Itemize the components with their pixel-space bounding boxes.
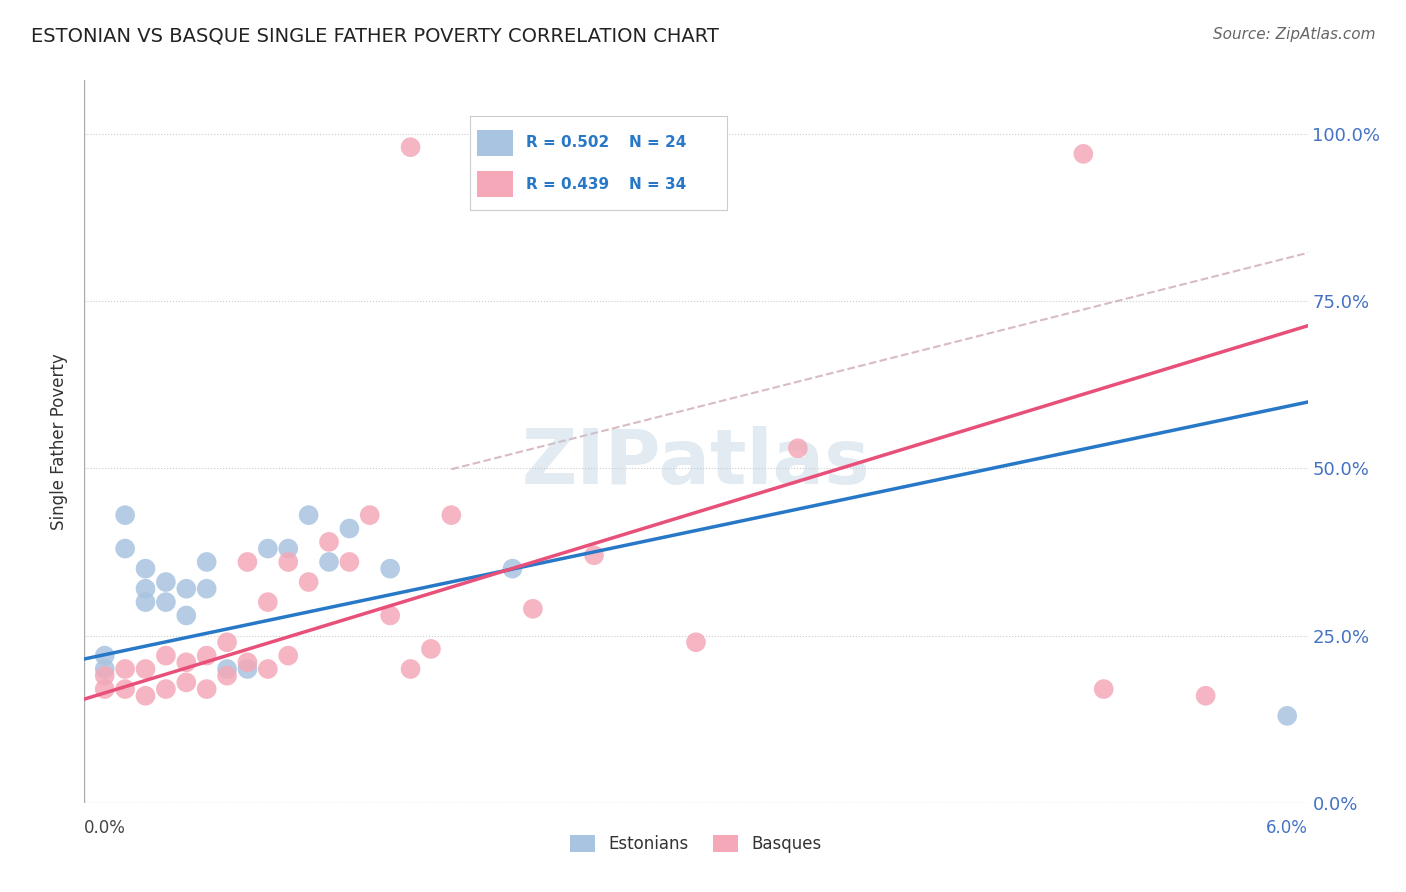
- Point: [135, 689, 157, 703]
- Point: [380, 608, 402, 623]
- Point: [440, 508, 463, 523]
- Point: [420, 642, 443, 657]
- Point: [93, 648, 117, 663]
- Point: [236, 662, 259, 676]
- Point: [114, 662, 136, 676]
- Y-axis label: Single Father Poverty: Single Father Poverty: [51, 353, 69, 530]
- Point: [135, 562, 157, 576]
- Point: [257, 541, 280, 556]
- Point: [318, 555, 340, 569]
- Point: [277, 648, 299, 663]
- Point: [502, 562, 524, 576]
- Point: [583, 548, 606, 563]
- Point: [1277, 708, 1299, 723]
- Point: [298, 508, 321, 523]
- Point: [176, 582, 198, 596]
- Point: [522, 140, 544, 154]
- Text: Source: ZipAtlas.com: Source: ZipAtlas.com: [1212, 27, 1375, 42]
- Point: [522, 602, 544, 616]
- Legend: Estonians, Basques: Estonians, Basques: [564, 828, 828, 860]
- Point: [399, 140, 422, 154]
- Point: [93, 662, 117, 676]
- Point: [217, 669, 239, 683]
- Point: [176, 608, 198, 623]
- Point: [277, 541, 299, 556]
- Text: 0.0%: 0.0%: [84, 820, 127, 838]
- Point: [114, 681, 136, 696]
- Point: [155, 575, 177, 590]
- Point: [1092, 681, 1115, 696]
- Point: [217, 635, 239, 649]
- Point: [339, 555, 361, 569]
- Point: [217, 662, 239, 676]
- Point: [359, 508, 381, 523]
- Point: [176, 655, 198, 669]
- Point: [399, 662, 422, 676]
- Text: 6.0%: 6.0%: [1265, 820, 1308, 838]
- Text: ESTONIAN VS BASQUE SINGLE FATHER POVERTY CORRELATION CHART: ESTONIAN VS BASQUE SINGLE FATHER POVERTY…: [31, 27, 718, 45]
- Point: [155, 595, 177, 609]
- Point: [195, 555, 218, 569]
- Point: [155, 681, 177, 696]
- Point: [135, 582, 157, 596]
- Point: [236, 555, 259, 569]
- Point: [195, 648, 218, 663]
- Point: [155, 648, 177, 663]
- Point: [257, 595, 280, 609]
- Point: [787, 442, 810, 455]
- Point: [1195, 689, 1218, 703]
- Point: [339, 521, 361, 535]
- Point: [176, 675, 198, 690]
- Point: [318, 534, 340, 549]
- Point: [380, 562, 402, 576]
- Point: [135, 595, 157, 609]
- Point: [236, 655, 259, 669]
- Point: [277, 555, 299, 569]
- Point: [298, 575, 321, 590]
- Point: [114, 508, 136, 523]
- Point: [1073, 147, 1095, 161]
- Point: [257, 662, 280, 676]
- Text: ZIPatlas: ZIPatlas: [522, 426, 870, 500]
- Point: [135, 662, 157, 676]
- Point: [195, 681, 218, 696]
- Point: [195, 582, 218, 596]
- Point: [93, 681, 117, 696]
- Point: [93, 669, 117, 683]
- Point: [685, 635, 707, 649]
- Point: [114, 541, 136, 556]
